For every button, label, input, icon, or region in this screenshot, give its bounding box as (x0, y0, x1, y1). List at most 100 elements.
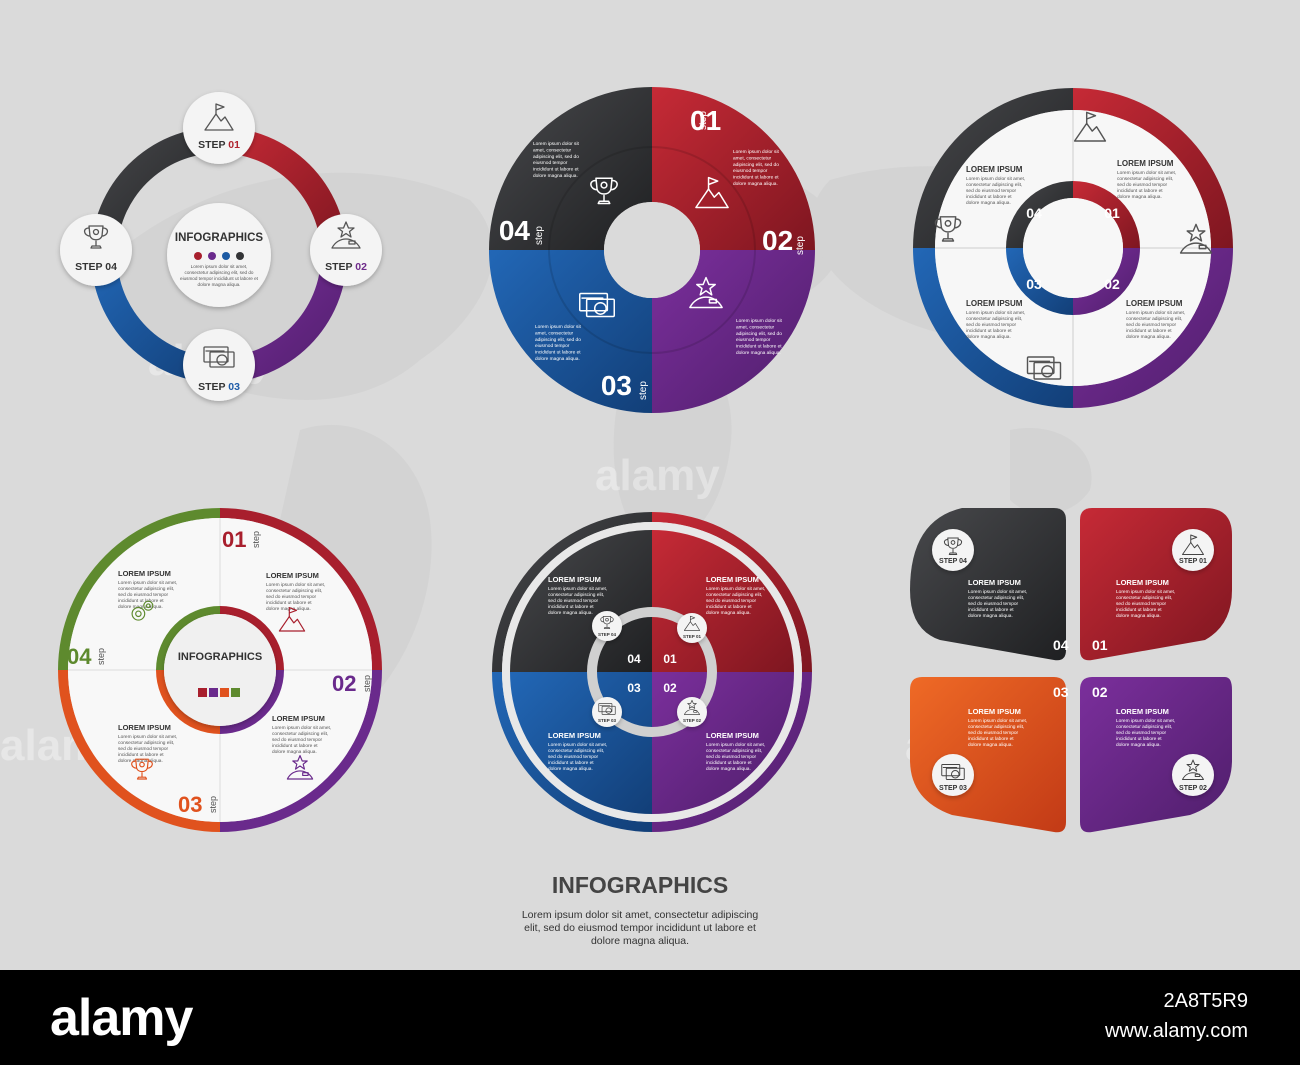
footer-title: INFOGRAPHICS (552, 872, 728, 898)
body-text-line: sed do eiusmod tempor (548, 754, 599, 760)
step-label: STEP 03 (598, 718, 616, 723)
body-text-line: incididunt ut labore et (548, 760, 594, 766)
body-text-line: consectetur adipiscing elit, (118, 586, 174, 592)
trophy-icon (83, 225, 109, 249)
inner-ring-segment (1073, 248, 1140, 315)
body-text-line: dolore magna aliqua. (966, 200, 1011, 206)
icon-shape (605, 617, 609, 622)
outer-border-segment (58, 508, 220, 670)
tile (1080, 677, 1232, 833)
body-text-line: sed do eiusmod tempor (966, 322, 1017, 328)
block-heading: LOREM IPSUM (118, 723, 171, 732)
step-label: STEP 03 (939, 785, 967, 792)
image-id: 2A8T5R9 (1163, 990, 1249, 1012)
body-text-line: dolore magna aliqua. (118, 758, 163, 764)
star-hill-icon (331, 221, 361, 249)
step-label: STEP 02 (325, 261, 367, 273)
diagram-quadrant-ring: 01 02 03 04 LOREM IPSUM Lorem ipsum dolor sit… (913, 88, 1233, 408)
body-text-line: dolore magna aliqua. (535, 356, 580, 362)
icon-shape (689, 296, 723, 309)
icon-shape (943, 539, 963, 546)
body-text-line: consectetur adipiscing elit, (548, 748, 604, 754)
step-number: 04 (1026, 205, 1042, 221)
color-square (209, 688, 218, 697)
outer-border-segment (913, 88, 1073, 248)
body-text-line: incididunt ut labore et (1116, 607, 1162, 613)
inner-ring-line (548, 146, 756, 354)
icon-shape (288, 607, 298, 618)
mountain-flag-icon (204, 103, 234, 131)
step-label: STEP 02 (1179, 785, 1207, 792)
inner-ring-segment (220, 670, 284, 734)
step-number: 03 (178, 792, 202, 817)
block-heading: LOREM IPSUM (966, 299, 1023, 308)
body-text-line: dolore magna aliqua. (1117, 194, 1162, 200)
body-text-line: incididunt ut labore et (966, 194, 1012, 200)
trophy-icon (131, 758, 153, 780)
color-square (220, 688, 229, 697)
mountain-flag-icon (695, 176, 729, 209)
icon-shape (302, 772, 309, 776)
body-text-line: consectetur adipiscing elit, (966, 182, 1022, 188)
center-title: INFOGRAPHICS (175, 232, 264, 244)
step-circle (183, 329, 255, 401)
outer-ring-segment (652, 672, 812, 832)
money-card-icon (1026, 356, 1062, 380)
icon-shape (292, 755, 308, 770)
step-number: 02 (1104, 276, 1120, 292)
icon-shape (689, 615, 696, 623)
step-number: 01 (1104, 205, 1120, 221)
icon-shape (948, 548, 958, 555)
body-text-line: consectetur adipiscing elit, (1116, 724, 1172, 730)
body-text-line: consectetur adipiscing elit, sed do (185, 270, 254, 275)
trophy-icon (934, 216, 962, 242)
body-text-line: consectetur adipiscing elit, (968, 595, 1024, 601)
step-word: step (638, 381, 649, 400)
star-hill-icon (286, 755, 314, 780)
step-word: step (534, 226, 545, 245)
site-url[interactable]: www.alamy.com (1105, 1020, 1248, 1042)
body-text-line: Lorem ipsum dolor sit amet, (968, 718, 1027, 724)
body-text-line: dolore magna aliqua. (1116, 742, 1161, 748)
icon-shape (600, 617, 614, 623)
outer-border-segment (1073, 88, 1233, 248)
body-text-line: sed do eiusmod tempor (118, 746, 169, 752)
step-number: 04 (67, 644, 92, 669)
body-text-line: consectetur adipiscing elit, (968, 724, 1024, 730)
diagram-circle-infographic: INFOGRAPHICS 01 02 03 04 step step step step LORE… (58, 508, 382, 832)
mountain-flag-icon (278, 607, 306, 632)
icon-shape (215, 103, 225, 115)
inner-ring-segment (220, 606, 284, 670)
watermark-text: alamy (595, 451, 720, 500)
icon-shape (944, 219, 952, 227)
icon-shape (593, 301, 607, 315)
block-heading: LOREM IPSUM (706, 575, 759, 584)
block-heading: LOREM IPSUM (1116, 578, 1169, 587)
body-text-line: consectetur adipiscing elit, (706, 592, 762, 598)
color-dot (222, 252, 230, 260)
mountain-flag-icon (683, 615, 701, 631)
body-text-line: Lorem ipsum dolor sit (535, 324, 582, 330)
step-number: 03 (627, 681, 641, 695)
body-text-line: dolore magna aliqua. (733, 181, 778, 187)
icon-shape (590, 179, 618, 191)
body-text-line: eiusmod tempor (533, 160, 568, 166)
step-word: step (362, 675, 372, 692)
color-square (231, 688, 240, 697)
body-text-line: consectetur adipiscing elit, (118, 740, 174, 746)
body-text-line: consectetur adipiscing elit, (266, 588, 322, 594)
icon-shape (331, 238, 361, 249)
body-text-line: consectetur adipiscing elit, (1117, 176, 1173, 182)
body-text-line: sed do eiusmod tempor (968, 601, 1019, 607)
body-text-line: Lorem ipsum dolor sit amet, (266, 582, 325, 588)
alamy-logo[interactable]: alamy (50, 989, 193, 1047)
body-text-line: incididunt ut labore et (1126, 328, 1172, 334)
icon-shape (605, 707, 612, 714)
diagram-double-ring: 01 02 03 04 STEP 01 STEP 02 STEP 03 STEP 04 LORE… (492, 512, 812, 832)
step-label: STEP 01 (683, 634, 701, 639)
step-prefix: STEP (198, 381, 228, 393)
body-text-line: amet, consectetur (736, 324, 775, 330)
icon-shape (83, 227, 109, 237)
step-number: 02 (1092, 684, 1108, 700)
step-label: STEP 04 (75, 261, 117, 273)
